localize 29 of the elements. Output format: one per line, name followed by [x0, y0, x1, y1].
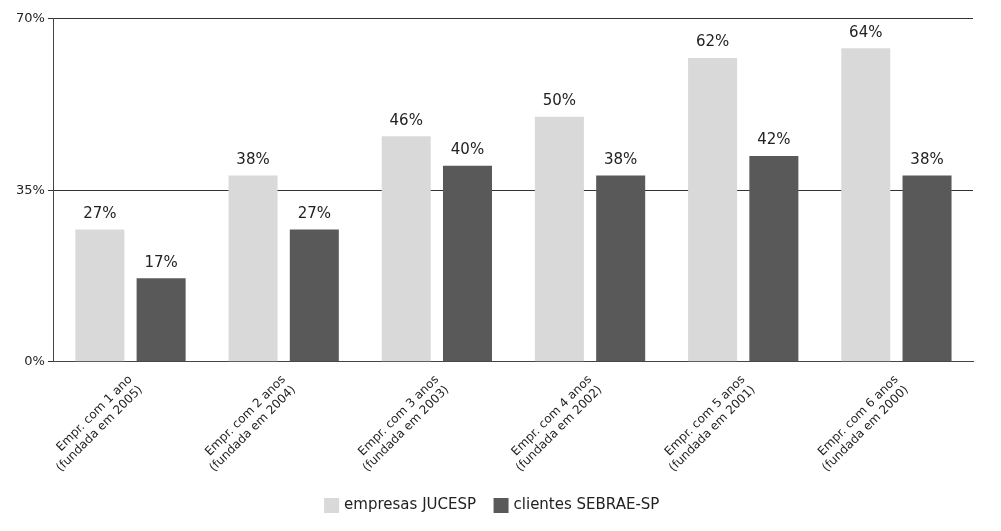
bar — [688, 57, 738, 362]
data-label: 64% — [849, 22, 883, 41]
y-tick-label: 35% — [15, 181, 45, 197]
y-tick-label: 0% — [24, 353, 45, 368]
bar — [596, 175, 646, 362]
data-label: 62% — [695, 32, 730, 51]
data-label: 27% — [83, 203, 117, 222]
y-tick-label: 70% — [15, 10, 45, 26]
bar — [228, 175, 278, 362]
legend-label: clientes SEBRAE-SP — [513, 495, 660, 514]
data-label: 38% — [236, 149, 270, 168]
legend-label: empresas JUCESP — [344, 495, 477, 514]
data-label: 38% — [604, 149, 638, 168]
data-label: 46% — [389, 110, 423, 129]
data-label: 42% — [757, 130, 791, 149]
bar — [75, 229, 125, 362]
bar — [534, 116, 584, 362]
data-label: 40% — [450, 140, 485, 159]
bar — [442, 165, 492, 362]
bar — [841, 48, 891, 362]
bar — [136, 278, 186, 362]
data-label: 27% — [297, 203, 331, 222]
bar — [289, 229, 339, 362]
bar — [749, 155, 799, 362]
data-label: 38% — [910, 149, 944, 168]
data-label: 50% — [542, 91, 577, 110]
bar — [381, 136, 431, 362]
bar — [902, 175, 952, 362]
data-label: 17% — [144, 252, 178, 271]
